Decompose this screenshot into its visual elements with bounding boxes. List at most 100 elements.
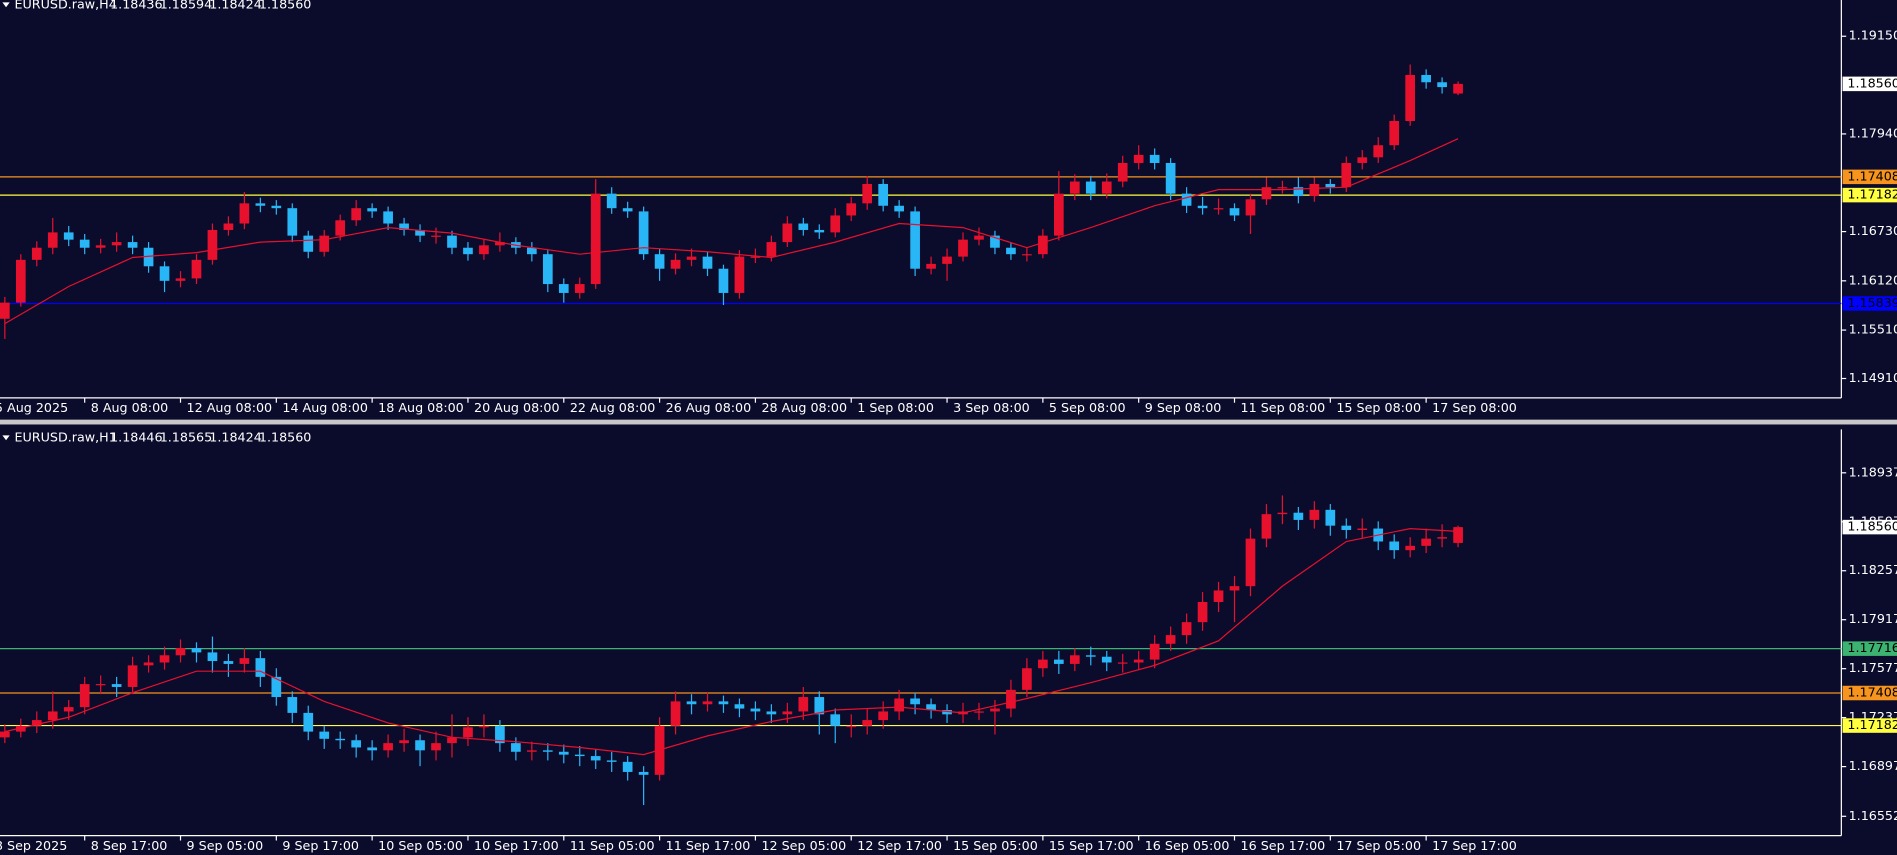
level-box	[1842, 718, 1897, 733]
y-tick-label: 1.18937	[1849, 464, 1897, 479]
candle-body	[159, 266, 170, 281]
candle-body	[63, 232, 74, 240]
candle-body	[798, 223, 809, 230]
candle-body	[111, 684, 122, 687]
y-tick-label: 1.17917	[1849, 611, 1897, 626]
x-tick-label: 5 Aug 2025	[0, 400, 68, 415]
x-tick-label: 22 Aug 08:00	[570, 400, 656, 415]
candle-body	[990, 708, 1000, 712]
candle-body	[447, 235, 457, 248]
y-tick-label: 1.16897	[1849, 758, 1897, 773]
candle-body	[1117, 162, 1128, 182]
header-value: 1.18424	[209, 0, 261, 11]
candle-body	[143, 247, 154, 267]
candle-body	[1181, 622, 1192, 636]
candle-body	[1149, 154, 1160, 163]
x-tick-label: 8 Aug 08:00	[91, 400, 168, 415]
candle-body	[463, 727, 473, 738]
candle-body	[894, 698, 904, 712]
x-tick-label: 12 Aug 08:00	[187, 400, 273, 415]
candle-body	[415, 740, 425, 751]
x-tick-label: 5 Sep 08:00	[1049, 400, 1126, 415]
header-value: 1.18446	[110, 429, 162, 444]
candle-body	[1053, 659, 1064, 664]
candle-body	[830, 714, 841, 726]
candle-body	[990, 235, 1000, 248]
candle-body	[415, 229, 425, 236]
y-tick-label: 1.16120	[1849, 272, 1897, 287]
candle-body	[830, 215, 841, 233]
candle-body	[399, 223, 409, 230]
candle-body	[191, 648, 202, 653]
candle-body	[734, 256, 745, 293]
x-tick-label: 17 Sep 05:00	[1336, 838, 1421, 853]
level-box	[1842, 169, 1897, 185]
candle-body	[526, 750, 537, 752]
candle-body	[367, 208, 377, 212]
last-price-box	[1842, 76, 1897, 92]
candle-body	[159, 655, 170, 663]
level-label: 1.15839	[1847, 295, 1897, 310]
x-tick-label: 12 Sep 05:00	[761, 838, 846, 853]
candle-body	[495, 242, 505, 246]
header-value: 1.18594	[160, 0, 212, 11]
candle-body	[175, 648, 186, 656]
candle-body	[590, 756, 601, 761]
header-value: 1.18560	[259, 429, 311, 444]
candle-body	[0, 731, 10, 738]
candle-body	[942, 710, 952, 715]
candle-body	[686, 256, 697, 260]
candle-body	[511, 743, 521, 752]
candle-body	[878, 711, 889, 721]
candle-body	[1197, 601, 1208, 623]
candle-body	[1069, 655, 1080, 664]
last-price-label: 1.18560	[1847, 75, 1897, 90]
candle-body	[223, 223, 234, 230]
candle-body	[926, 704, 936, 711]
candle-body	[782, 223, 793, 243]
candle-body	[910, 698, 920, 705]
candle-body	[1261, 187, 1272, 200]
candle-body	[31, 720, 42, 726]
level-box	[1842, 685, 1897, 701]
candle-body	[622, 208, 633, 212]
candle-body	[1421, 538, 1431, 546]
candle-body	[15, 259, 26, 303]
candle-body	[79, 684, 90, 708]
candle-body	[351, 740, 362, 748]
x-tick-label: 17 Sep 08:00	[1432, 400, 1517, 415]
candle-body	[335, 738, 346, 741]
candle-body	[1181, 193, 1192, 206]
candle-body	[1022, 254, 1032, 256]
candle-body	[1085, 655, 1096, 657]
candle-body	[1213, 208, 1224, 210]
candle-body	[718, 268, 729, 293]
candle-body	[1293, 512, 1304, 520]
candle-body	[542, 750, 553, 752]
candle-body	[878, 183, 889, 206]
candle-body	[287, 208, 298, 236]
header-value: 1.18560	[259, 0, 311, 11]
candle-body	[79, 239, 90, 248]
y-tick-label: 1.16552	[1849, 808, 1897, 823]
candle-body	[1101, 656, 1112, 663]
candle-body	[303, 712, 314, 732]
candle-body	[574, 754, 585, 757]
candle-body	[63, 707, 74, 712]
candle-body	[1229, 208, 1240, 216]
candle-body	[175, 278, 186, 281]
candle-body	[766, 242, 777, 257]
candle-body	[367, 747, 377, 751]
candle-body	[750, 708, 761, 712]
candle-body	[1085, 181, 1096, 194]
candle-body	[1341, 525, 1352, 530]
candle-body	[606, 760, 617, 762]
candle-body	[974, 235, 984, 240]
level-label: 1.17182	[1847, 717, 1897, 732]
candle-body	[479, 245, 489, 255]
candle-body	[1373, 145, 1384, 158]
candle-body	[1006, 247, 1016, 255]
candle-body	[319, 731, 330, 739]
last-price-box	[1842, 519, 1897, 535]
candle-body	[558, 751, 569, 755]
